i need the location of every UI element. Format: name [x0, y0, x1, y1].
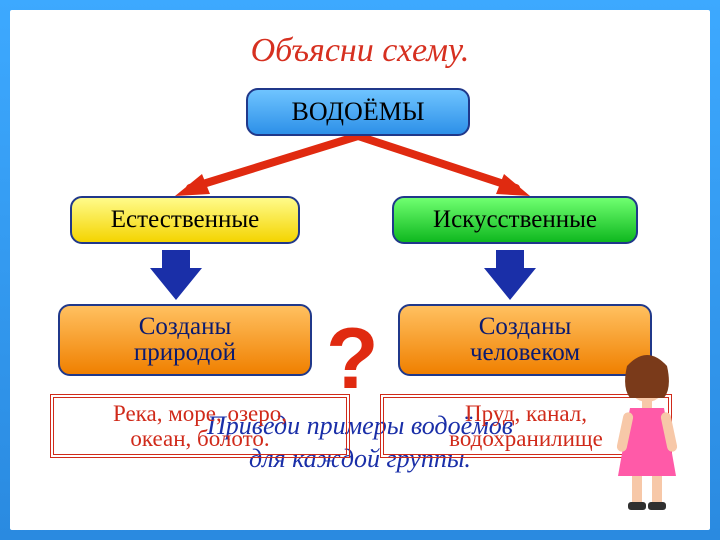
leaf-left-line1: Созданы	[139, 314, 232, 340]
branch-right-label: Искусственные	[433, 207, 597, 233]
examples-right-line1: Пруд, канал,	[465, 401, 587, 426]
diagram-canvas: Объясни схему.	[10, 10, 710, 530]
girl-illustration	[602, 352, 692, 512]
branch-right-node: Искусственные	[392, 196, 638, 244]
page-title: Объясни схему.	[10, 32, 710, 70]
examples-left-line1: Река, море, озеро,	[113, 401, 287, 426]
leaf-right-line2: человеком	[470, 340, 580, 366]
branch-left-node: Естественные	[70, 196, 300, 244]
branch-left-label: Естественные	[111, 207, 259, 233]
leaf-left-line2: природой	[134, 340, 236, 366]
blue-down-arrow-left	[150, 250, 202, 300]
blue-down-arrow-right	[484, 250, 536, 300]
leaf-left-node: Созданы природой	[58, 304, 312, 376]
outer-frame: Объясни схему.	[0, 0, 720, 540]
examples-left-box: Река, море, озеро, океан, болото.	[50, 394, 350, 458]
examples-left-line2: океан, болото.	[130, 426, 269, 451]
root-node: ВОДОЁМЫ	[246, 88, 470, 136]
leaf-right-line1: Созданы	[479, 314, 572, 340]
examples-right-line2: водохранилище	[449, 426, 603, 451]
root-node-label: ВОДОЁМЫ	[291, 98, 424, 125]
red-connectors	[175, 136, 530, 196]
